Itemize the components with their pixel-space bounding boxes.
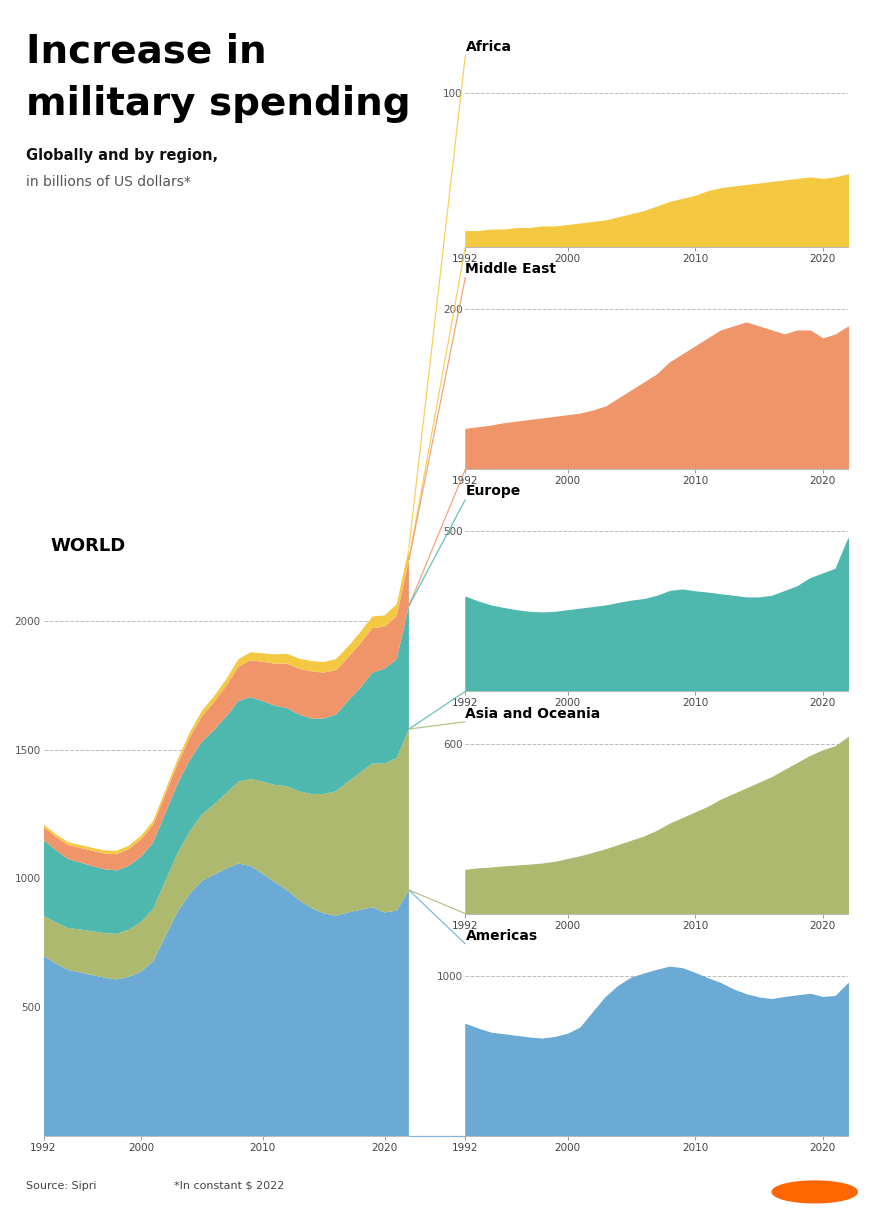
Circle shape [772, 1181, 857, 1203]
Text: Asia and Oceania: Asia and Oceania [465, 707, 600, 720]
Text: Europe: Europe [465, 485, 521, 498]
Text: Source: Sipri: Source: Sipri [26, 1181, 96, 1191]
Text: Middle East: Middle East [465, 262, 556, 276]
Text: WORLD: WORLD [50, 537, 126, 555]
Text: Africa: Africa [465, 40, 511, 53]
Text: *In constant $ 2022: *In constant $ 2022 [174, 1181, 284, 1191]
Text: Increase in: Increase in [26, 33, 267, 70]
Text: military spending: military spending [26, 85, 410, 123]
Text: Globally and by region,: Globally and by region, [26, 148, 218, 163]
Text: Americas: Americas [465, 929, 537, 943]
Text: in billions of US dollars*: in billions of US dollars* [26, 175, 191, 190]
Text: AFP: AFP [713, 1183, 753, 1200]
